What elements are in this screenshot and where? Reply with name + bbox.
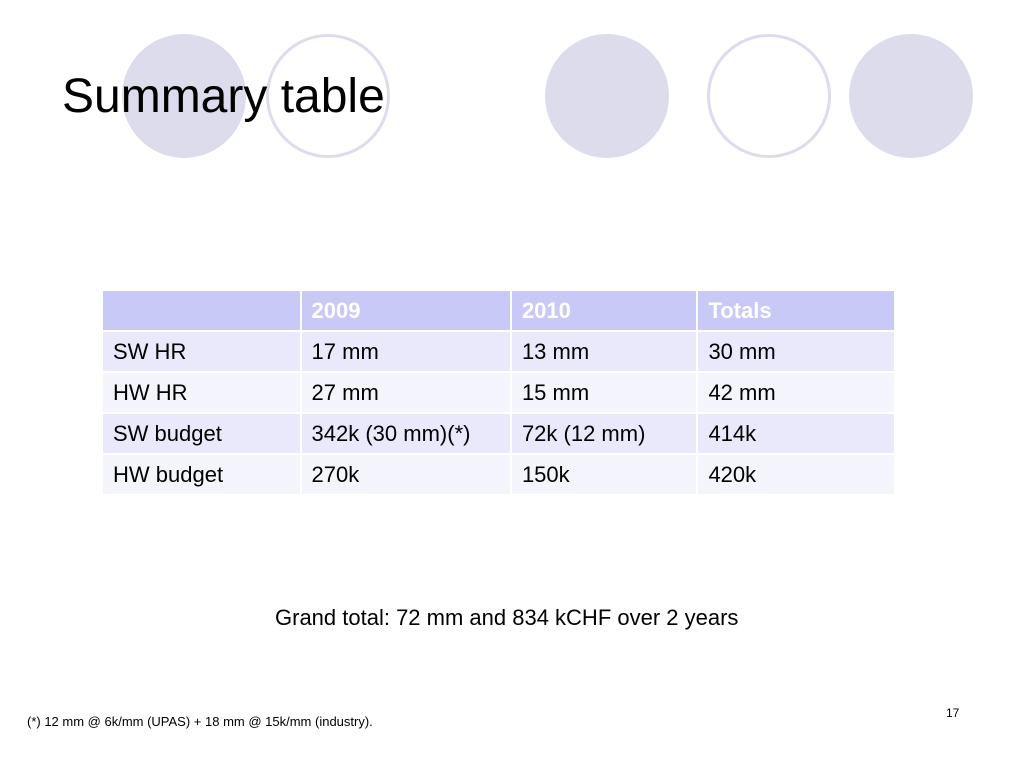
decor-circle-1 [122, 34, 246, 158]
table-cell: 72k (12 mm) [509, 412, 699, 455]
decor-circle-4 [707, 34, 831, 158]
row-label-cell: SW HR [101, 330, 302, 373]
summary-table: 2009 2010 Totals SW HR 17 mm 13 mm 30 mm… [101, 289, 896, 496]
footnote: (*) 12 mm @ 6k/mm (UPAS) + 18 mm @ 15k/m… [27, 714, 373, 729]
table-cell: 42 mm [696, 371, 896, 414]
table-cell: 30 mm [696, 330, 896, 373]
slide-title: Summary table [62, 70, 385, 123]
table-cell: 15 mm [509, 371, 699, 414]
page-number: 17 [946, 706, 960, 720]
decor-circle-2 [266, 34, 390, 158]
table-cell: 17 mm [299, 330, 512, 373]
row-label-cell: SW budget [101, 412, 302, 455]
row-label-cell: HW budget [101, 453, 302, 496]
table-cell: 27 mm [299, 371, 512, 414]
table-row: SW budget 342k (30 mm)(*) 72k (12 mm) 41… [101, 412, 896, 455]
table-cell: 414k [696, 412, 896, 455]
table-cell: 150k [509, 453, 699, 496]
table-row: HW HR 27 mm 15 mm 42 mm [101, 371, 896, 414]
header-cell-empty [101, 289, 302, 332]
table-cell: 342k (30 mm)(*) [299, 412, 512, 455]
row-label-cell: HW HR [101, 371, 302, 414]
table-row: HW budget 270k 150k 420k [101, 453, 896, 496]
table-cell: 270k [299, 453, 512, 496]
header-cell-2009: 2009 [299, 289, 512, 332]
grand-total-text: Grand total: 72 mm and 834 kCHF over 2 y… [275, 605, 739, 630]
header-cell-totals: Totals [696, 289, 896, 332]
table-row: SW HR 17 mm 13 mm 30 mm [101, 330, 896, 373]
table-cell: 13 mm [509, 330, 699, 373]
decor-circle-3 [545, 34, 669, 158]
decor-circle-5 [849, 34, 973, 158]
table-header-row: 2009 2010 Totals [101, 289, 896, 332]
table-cell: 420k [696, 453, 896, 496]
header-cell-2010: 2010 [509, 289, 699, 332]
